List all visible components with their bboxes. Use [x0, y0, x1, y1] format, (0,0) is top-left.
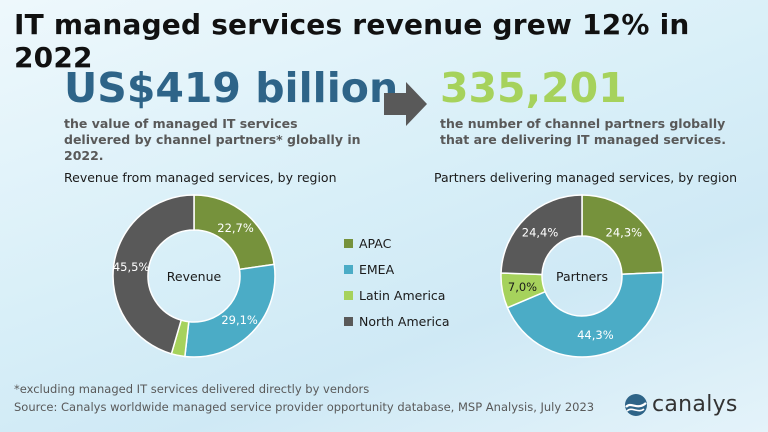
legend-item-apac: APAC — [344, 230, 450, 256]
legend-item-north-america: North America — [344, 308, 450, 334]
revenue-stat-value: US$419 billion — [64, 64, 399, 112]
partners-slice-emea — [506, 271, 664, 358]
legend-label-north-america: North America — [359, 313, 450, 329]
partners-center-label: Partners — [556, 269, 608, 284]
legend-label-apac: APAC — [359, 235, 392, 251]
legend-item-emea: EMEA — [344, 256, 450, 282]
partners-label-emea: 44,3% — [577, 328, 614, 342]
legend-label-latin-america: Latin America — [359, 287, 446, 303]
revenue-center-label: Revenue — [167, 269, 222, 284]
partners-donut-chart: 24,3% 44,3% 7,0% 24,4% Partners — [500, 194, 664, 358]
partners-slice-apac — [581, 194, 664, 276]
chart-legend: APAC EMEA Latin America North America — [344, 230, 450, 334]
revenue-donut-chart: 22,7%29,1%2,7%45,5%Revenue — [112, 194, 276, 358]
revenue-slice-north-america — [112, 194, 195, 355]
revenue-chart-title: Revenue from managed services, by region — [64, 170, 337, 185]
partners-stat-value: 335,201 — [440, 64, 627, 112]
revenue-slice-emea — [184, 263, 276, 358]
right-arrow-icon — [384, 82, 427, 126]
legend-label-emea: EMEA — [359, 261, 395, 277]
revenue-label-north-america: 45,5% — [113, 260, 150, 274]
revenue-label-emea: 29,1% — [221, 313, 258, 327]
source-note: Source: Canalys worldwide managed servic… — [14, 400, 595, 414]
canalys-logo-icon — [625, 393, 647, 416]
revenue-stat-description: the value of managed IT services deliver… — [64, 116, 361, 163]
legend-swatch-latin-america — [344, 290, 353, 300]
page-title: IT managed services revenue grew 12% in … — [14, 8, 690, 74]
partners-label-apac: 24,3% — [606, 225, 643, 239]
legend-swatch-north-america — [344, 316, 353, 326]
partners-chart-title: Partners delivering managed services, by… — [434, 170, 738, 185]
partners-label-latin-america: 7,0% — [508, 280, 537, 294]
revenue-label-apac: 22,7% — [217, 221, 254, 235]
legend-swatch-apac — [344, 238, 353, 248]
partners-stat-description: the number of channel partners globally … — [440, 116, 726, 147]
partners-label-north-america: 24,4% — [522, 225, 559, 239]
canalys-logo: canalys — [624, 392, 738, 417]
legend-swatch-emea — [344, 264, 353, 274]
canalys-logo-text: canalys — [652, 392, 738, 417]
footnote: *excluding managed IT services delivered… — [14, 382, 370, 396]
partners-slice-north-america — [500, 194, 583, 276]
legend-item-latin-america: Latin America — [344, 282, 450, 308]
